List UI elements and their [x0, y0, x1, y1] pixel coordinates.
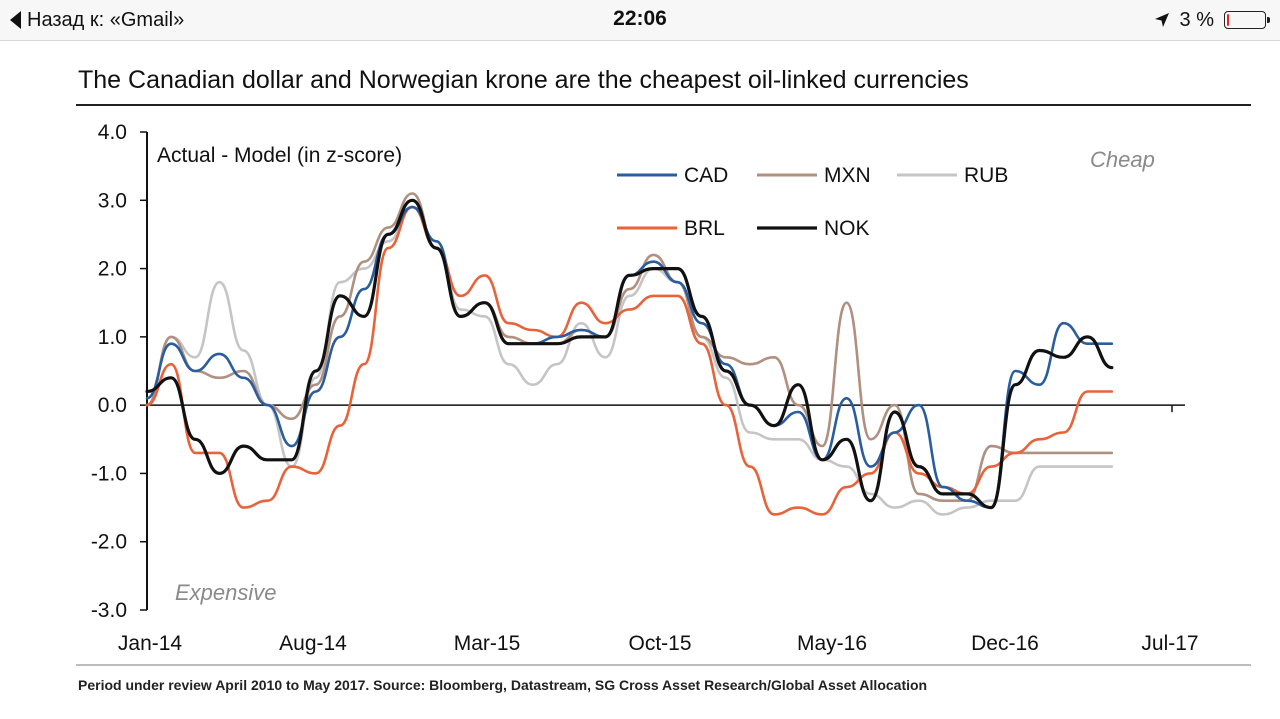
series-line-nok	[145, 198, 1114, 510]
y-tick-label: 4.0	[98, 121, 127, 144]
legend-label-cad: CAD	[684, 164, 728, 187]
y-tick-label: 3.0	[98, 189, 127, 212]
back-to-gmail-button[interactable]: Назад к: «Gmail»	[10, 7, 184, 33]
battery-icon	[1224, 11, 1270, 29]
cheap-annotation: Cheap	[1090, 147, 1155, 172]
series-line-mxn	[145, 192, 1114, 503]
x-tick-label: Jul-17	[1141, 632, 1198, 655]
series-line-rub	[145, 205, 1114, 516]
x-tick-label: Oct-15	[628, 632, 691, 655]
source-footnote: Period under review April 2010 to May 20…	[78, 677, 928, 693]
y-axis-ticks: 4.0 3.0 2.0 1.0 0.0 -1.0 -2.0 -3.0	[91, 121, 147, 622]
x-tick-label: Aug-14	[279, 632, 347, 655]
y-tick-label: -1.0	[91, 462, 127, 485]
x-tick-label: Mar-15	[454, 632, 521, 655]
y-tick-label: -3.0	[91, 599, 127, 622]
x-axis-ticks: Jan-14 Aug-14 Mar-15 Oct-15 May-16 Dec-16 Jul-…	[118, 405, 1199, 655]
series-lines	[145, 192, 1114, 516]
series-line-brl	[145, 205, 1114, 516]
battery-percent: 3 %	[1179, 8, 1214, 31]
footer-divider	[76, 664, 1251, 666]
x-tick-label: Dec-16	[971, 632, 1039, 655]
status-bar: Назад к: «Gmail» 22:06 3 %	[0, 0, 1280, 41]
y-tick-label: -2.0	[91, 531, 127, 554]
series-line-cad	[145, 205, 1114, 509]
y-tick-label: 0.0	[98, 394, 127, 417]
expensive-annotation: Expensive	[175, 580, 277, 605]
title-divider	[76, 104, 1251, 106]
y-tick-label: 2.0	[98, 258, 127, 281]
back-label: Назад к: «Gmail»	[27, 8, 185, 31]
back-chevron-icon	[10, 11, 21, 29]
y-tick-label: 1.0	[98, 326, 127, 349]
legend-label-brl: BRL	[684, 217, 725, 240]
legend-label-rub: RUB	[964, 164, 1008, 187]
legend-label-nok: NOK	[824, 217, 870, 240]
location-arrow-icon	[1154, 13, 1169, 27]
chart-title: The Canadian dollar and Norwegian krone …	[78, 66, 969, 94]
x-tick-label: Jan-14	[118, 632, 183, 655]
x-tick-label: May-16	[797, 632, 867, 655]
y-axis-label: Actual - Model (in z-score)	[157, 144, 402, 167]
chart-axes	[146, 132, 1185, 610]
legend-label-mxn: MXN	[824, 164, 871, 187]
legend: CAD MXN RUB BRL NOK	[617, 164, 1008, 240]
